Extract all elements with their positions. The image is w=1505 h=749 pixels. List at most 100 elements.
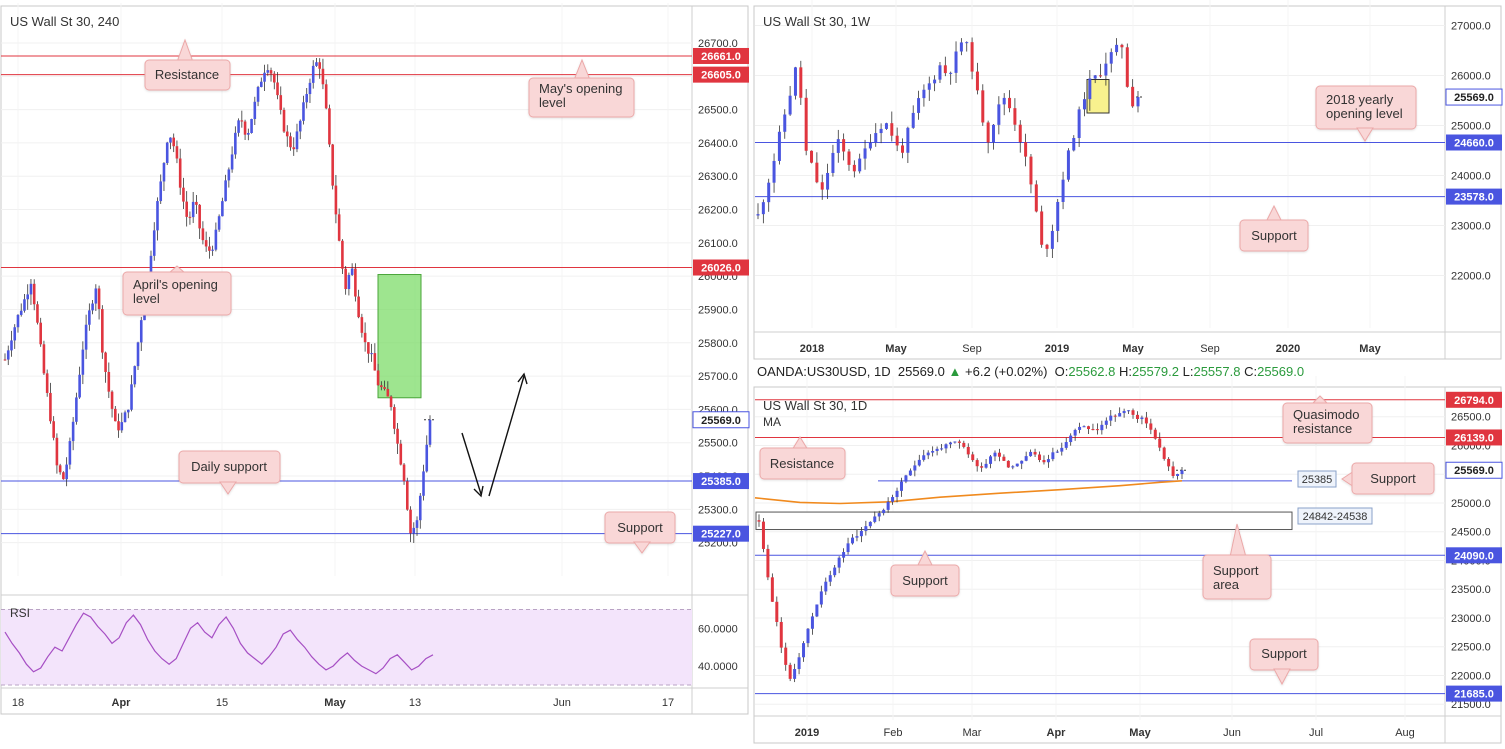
d1-callout-support-right: Support [1341,462,1435,495]
price-tag [1446,429,1502,446]
x-tick-label: May [324,697,346,709]
candle-body [1104,420,1108,425]
candle-body [962,442,966,447]
candle-body [104,352,107,372]
w1-pane: 27000.0 26000.0 25000.0 24000.0 23000.0 22000… [753,0,1503,360]
candle-body [1015,463,1019,467]
x-tick-label: 2018 [800,343,824,355]
candle-body [39,322,42,345]
candle-body [32,283,36,305]
d1-pane-frame [753,386,1502,744]
candle-body [1008,97,1012,109]
callout-box [122,271,232,316]
candle-body [425,444,429,472]
candle-body [117,421,120,431]
candle-body [777,131,781,161]
candle-body [1095,429,1099,431]
callout-box [528,77,635,118]
d1-callout-resistance: Resistance [759,436,846,480]
rsi-band [1,609,692,685]
candle-body [253,101,257,119]
candle-body [766,548,770,578]
callout-pointer [1356,127,1374,142]
candle-body [820,182,824,190]
d1-area-value: 24842-24538 [1303,511,1368,523]
candle-body [943,65,947,74]
candle-body [169,137,172,143]
candle-body [933,79,937,84]
candle-body [831,152,835,173]
candle-body [49,392,52,422]
candle-body [415,520,419,528]
ohlc-open-label: O: [1054,364,1069,379]
candle-body [311,65,315,83]
candle-body [772,160,776,183]
callout-label: 2018 yearly opening level [1326,92,1403,121]
candle-body [178,158,182,188]
candle-body [133,366,137,385]
candle-body [940,448,944,450]
d1-price-axis: 26500.026000.025500.025000.024500.024000… [1451,412,1491,712]
candle-body [1140,417,1144,420]
d1-area-value-tag: 24842-24538 [1297,507,1373,525]
d1-moving-average [754,480,1183,505]
candle-body [1045,244,1049,249]
callout-box [1282,402,1373,444]
candle-body [152,230,156,256]
candle-body [191,201,195,218]
callout-box [1351,462,1435,495]
h4-callout-aprils-opening: April's opening level [122,265,232,316]
d1-callout-quasimodo: Quasimodo resistance [1282,395,1373,444]
x-tick-label: 15 [216,697,228,709]
candle-body [826,172,830,190]
candle-body [819,591,823,605]
d1-support-value-tag: 25385 [1297,470,1337,488]
y-tick-label: 23000.0 [1451,221,1491,233]
candle-body [393,407,396,429]
candle-body [55,437,59,466]
price-tag-label: 24090.0 [1454,550,1494,562]
candle-body [1153,429,1157,439]
callout-pointer [633,541,651,554]
x-tick-label: 17 [662,697,674,709]
w1-yellow-zone [1086,79,1110,114]
y-tick-label: 25000.0 [1451,498,1491,510]
callout-label: Daily support [191,459,267,474]
candle-body [1120,44,1124,48]
candle-body [911,112,915,128]
candle-body [1046,459,1050,463]
rsi-tick-label: 60.0000 [698,623,738,635]
candle-body [1051,452,1055,460]
candle-body [337,214,341,241]
candle-body [289,136,292,148]
callout-label-line: opening level [1326,106,1403,121]
y-tick-label: 26300.0 [698,171,738,183]
callout-box [890,564,960,597]
candle-body [380,385,383,388]
candle-body [367,342,370,354]
candle-body [1099,75,1103,77]
candle-body [120,422,124,431]
candle-body [989,456,993,464]
candle-body [58,465,62,473]
y-tick-label: 24500.0 [1451,527,1491,539]
candle-body [793,67,797,96]
callout-label-line: Support [1213,563,1259,578]
candle-body [1131,86,1135,107]
candle-body [1061,179,1065,202]
x-tick-label: Sep [962,343,982,355]
w1-price-tags: 24660.0 23578.0 25569.0 [1445,88,1503,205]
candle-body [851,537,855,544]
candle-body [906,127,910,153]
candle-body [899,481,903,491]
candle-body [16,314,20,328]
candle-body [1006,460,1010,468]
w1-candles [756,37,1140,259]
candle-body [156,201,159,231]
candle-body [815,604,819,617]
callout-label: Quasimodo resistance [1293,407,1359,436]
ohlc-symbol: OANDA:US30USD, 1D [757,364,891,379]
candle-body [214,229,218,250]
d1-gridlines [755,376,1445,720]
h4-title: US Wall St 30, 240 [10,14,119,29]
